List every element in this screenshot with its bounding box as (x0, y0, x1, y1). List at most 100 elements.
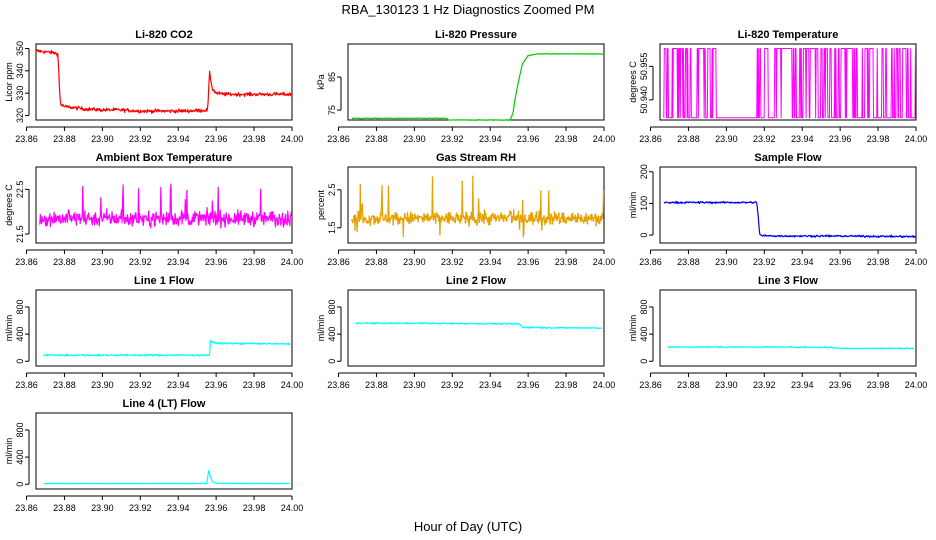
data-point (420, 217, 423, 220)
data-point (514, 219, 517, 221)
y-tick-label: 85 (327, 72, 337, 82)
x-tick-label: 24.00 (281, 257, 304, 267)
x-tick-label: 23.92 (129, 257, 152, 267)
x-tick-label: 23.96 (517, 134, 540, 144)
data-point (370, 218, 372, 221)
data-point (468, 215, 471, 218)
x-tick-label: 24.00 (905, 380, 928, 390)
data-point (433, 212, 436, 215)
data-point (437, 220, 440, 222)
x-tick-label: 23.88 (677, 257, 700, 267)
data-point (572, 216, 575, 219)
data-point (595, 224, 597, 227)
plot-frame (35, 412, 293, 490)
x-tick-label: 23.86 (327, 134, 350, 144)
data-point (425, 214, 428, 217)
x-tick-label: 23.94 (479, 257, 502, 267)
data-point (477, 213, 480, 216)
x-tick-label: 23.92 (441, 134, 464, 144)
x-tick-label: 23.92 (129, 380, 152, 390)
data-point (356, 230, 358, 232)
data-point (453, 220, 456, 223)
data-point (436, 215, 439, 218)
data-point (415, 217, 418, 220)
data-point (525, 219, 527, 222)
data-point (377, 221, 380, 224)
data-point (459, 221, 462, 224)
data-point (479, 212, 482, 215)
y-tick-label: 2.5 (327, 184, 337, 197)
data-point (458, 219, 460, 222)
data-point (521, 199, 524, 202)
x-tick-label: 23.94 (167, 257, 190, 267)
data-point (587, 216, 590, 218)
data-point (402, 217, 405, 220)
panel-title: Gas Stream RH (436, 152, 516, 164)
figure-title: RBA_130123 1 Hz Diagnostics Zoomed PM (342, 2, 595, 17)
data-point (470, 217, 473, 220)
panel-ylabel: degrees C (4, 184, 14, 226)
x-tick-label: 24.00 (593, 134, 616, 144)
data-point (574, 220, 577, 223)
x-tick-label: 24.00 (281, 503, 304, 513)
plot-frame (35, 43, 293, 121)
data-point (407, 220, 409, 223)
data-point (548, 218, 551, 221)
panel-ylabel: ml/min (316, 315, 326, 342)
x-tick-label: 23.88 (365, 257, 388, 267)
data-point (549, 222, 552, 225)
data-point (395, 218, 398, 221)
y-tick-label: 350 (15, 41, 25, 56)
y-tick-label: 1.5 (327, 222, 337, 235)
data-point (601, 213, 604, 216)
data-point (456, 215, 458, 217)
x-tick-label: 23.90 (91, 503, 114, 513)
y-tick-label: 800 (327, 299, 337, 314)
data-point (531, 212, 534, 215)
data-point (577, 212, 579, 215)
y-tick-label: 0 (639, 233, 649, 238)
data-point (380, 201, 383, 204)
data-point (378, 219, 381, 222)
panel-title: Line 1 Flow (134, 275, 194, 287)
y-tick-label: 800 (15, 299, 25, 314)
data-point (553, 211, 556, 214)
panel-ylabel: kPa (316, 74, 326, 90)
x-tick-label: 23.86 (639, 380, 662, 390)
panel-title: Li-820 CO2 (135, 29, 192, 41)
data-point (353, 215, 355, 218)
x-tick-label: 23.94 (167, 380, 190, 390)
data-point (368, 217, 371, 220)
figure-xlabel: Hour of Day (UTC) (414, 519, 522, 534)
data-point (485, 217, 488, 220)
data-point (493, 217, 495, 220)
data-point (590, 213, 593, 216)
data-point (569, 219, 572, 222)
x-tick-label: 23.94 (479, 134, 502, 144)
x-tick-label: 23.98 (555, 134, 578, 144)
data-point (546, 218, 549, 221)
data-point (355, 218, 357, 221)
data-point (586, 222, 589, 225)
x-tick-label: 23.88 (53, 380, 76, 390)
y-tick-label: 75 (327, 105, 337, 115)
x-tick-label: 23.92 (441, 257, 464, 267)
y-tick-label: 0 (327, 359, 337, 364)
data-point (446, 221, 449, 223)
panel-li-820-temperature: Li-820 Temperature degrees C 23.86 23.88 23.… (628, 29, 927, 144)
x-tick-label: 23.96 (205, 503, 228, 513)
data-point (423, 213, 425, 215)
data-point (534, 214, 537, 217)
data-point (465, 212, 468, 215)
x-tick-label: 23.86 (15, 503, 38, 513)
y-tick-label: 330 (15, 86, 25, 101)
data-point (445, 213, 448, 216)
panel-ylabel: ml/min (4, 438, 14, 465)
data-point (542, 217, 544, 220)
x-tick-label: 23.94 (791, 134, 814, 144)
series-line (355, 321, 603, 330)
data-point (499, 214, 502, 217)
data-point (517, 210, 520, 213)
data-point (448, 215, 451, 218)
